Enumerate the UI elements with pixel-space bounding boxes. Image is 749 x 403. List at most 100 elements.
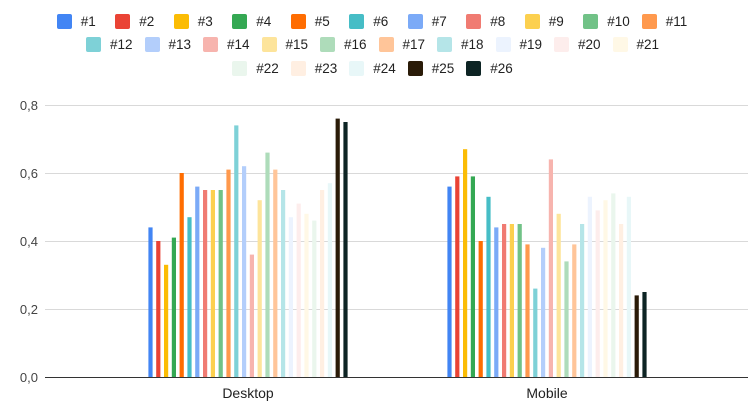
legend-label: #14 [227,36,250,52]
legend-item[interactable]: #23 [290,57,338,79]
y-tick-label: 0,8 [20,98,38,113]
legend-swatch [466,13,482,29]
legend-swatch [407,13,423,29]
bar [494,227,499,377]
x-tick-label: Desktop [222,385,274,401]
legend-label: #9 [548,13,564,29]
bar [642,292,647,377]
legend-swatch [554,36,569,52]
legend-item[interactable]: #21 [612,33,660,55]
bar [234,125,239,378]
bar [548,159,553,377]
bar [171,237,176,377]
legend-label: #10 [607,13,630,29]
legend-swatch [290,13,306,29]
legend-swatch [378,36,394,52]
legend-item[interactable]: #15 [261,33,309,55]
legend-label: #1 [80,13,96,29]
legend-item[interactable]: #4 [232,10,271,32]
legend-swatch [583,13,599,29]
legend-item[interactable]: #22 [232,57,279,79]
legend-label: #7 [431,13,447,29]
legend-row: #12 #13 #14 #15 #16 #17 #18 #19 #20 #21 [0,33,749,55]
x-tick-label: Mobile [526,385,567,401]
legend-item[interactable]: #14 [203,33,250,55]
legend-item[interactable]: #13 [144,33,192,55]
legend-label: #21 [636,36,660,52]
legend-label: #11 [665,13,688,29]
legend-item[interactable]: #17 [378,33,425,55]
legend-swatch [115,13,131,29]
legend-item[interactable]: #24 [349,57,396,79]
bar [179,173,184,377]
legend-swatch [86,36,101,52]
legend-item[interactable]: #19 [495,33,542,55]
bar [327,183,332,377]
legend-item[interactable]: #16 [320,33,367,55]
legend-label: #26 [490,60,513,76]
y-tick-label: 0,6 [20,166,38,181]
legend-item[interactable]: #18 [437,33,484,55]
bar [595,210,600,377]
bar [447,186,452,377]
legend-label: #13 [168,36,192,52]
bar [242,166,247,377]
y-tick-label: 0,2 [20,302,38,317]
legend-label: #16 [344,36,367,52]
legend-label: #15 [285,36,309,52]
bar [603,200,608,377]
legend-item[interactable]: #12 [86,33,133,55]
legend-label: #22 [256,60,279,76]
legend-item[interactable]: #11 [641,10,688,32]
bar [541,247,546,377]
bar [619,224,624,377]
legend-row: #1 #2 #3 #4 #5 #6 #7 #8 #9 #10 #11 [0,10,749,32]
bar [203,190,208,377]
bar [343,122,348,377]
legend-item[interactable]: #1 [56,10,96,32]
legend-swatch [232,13,248,29]
legend-label: #3 [197,13,213,29]
legend-item[interactable]: #25 [407,57,454,79]
bar [335,118,340,377]
bar [304,213,309,377]
legend-row: #22 #23 #24 #25 #26 [0,57,749,79]
bar [611,193,616,377]
legend-swatch [56,13,72,29]
bar [187,217,192,377]
legend-swatch [232,60,248,76]
bar [226,169,231,377]
y-tick-label: 0,0 [20,370,38,385]
bar [626,196,631,377]
legend-item[interactable]: #7 [407,10,447,32]
bar [273,169,278,377]
bar [525,244,530,377]
bar [164,264,169,377]
legend-item[interactable]: #8 [466,10,505,32]
legend-item[interactable]: #6 [349,10,388,32]
legend-item[interactable]: #9 [524,10,564,32]
legend-item[interactable]: #5 [290,10,330,32]
legend-item[interactable]: #10 [583,10,630,32]
bar [281,190,286,377]
legend-swatch [349,60,365,76]
legend-label: #23 [314,60,338,76]
bar [455,176,460,377]
bar [148,227,153,377]
bar [265,152,270,377]
legend-item[interactable]: #2 [115,10,154,32]
legend-item[interactable]: #20 [554,33,601,55]
bar [320,190,325,377]
bar [156,241,161,377]
legend-item[interactable]: #3 [173,10,213,32]
legend-swatch [144,36,160,52]
bar [587,196,592,377]
bar [249,254,254,377]
legend-item[interactable]: #26 [466,57,513,79]
bar [296,203,301,377]
bar [257,200,262,377]
bar [533,288,538,377]
bar [218,190,223,377]
